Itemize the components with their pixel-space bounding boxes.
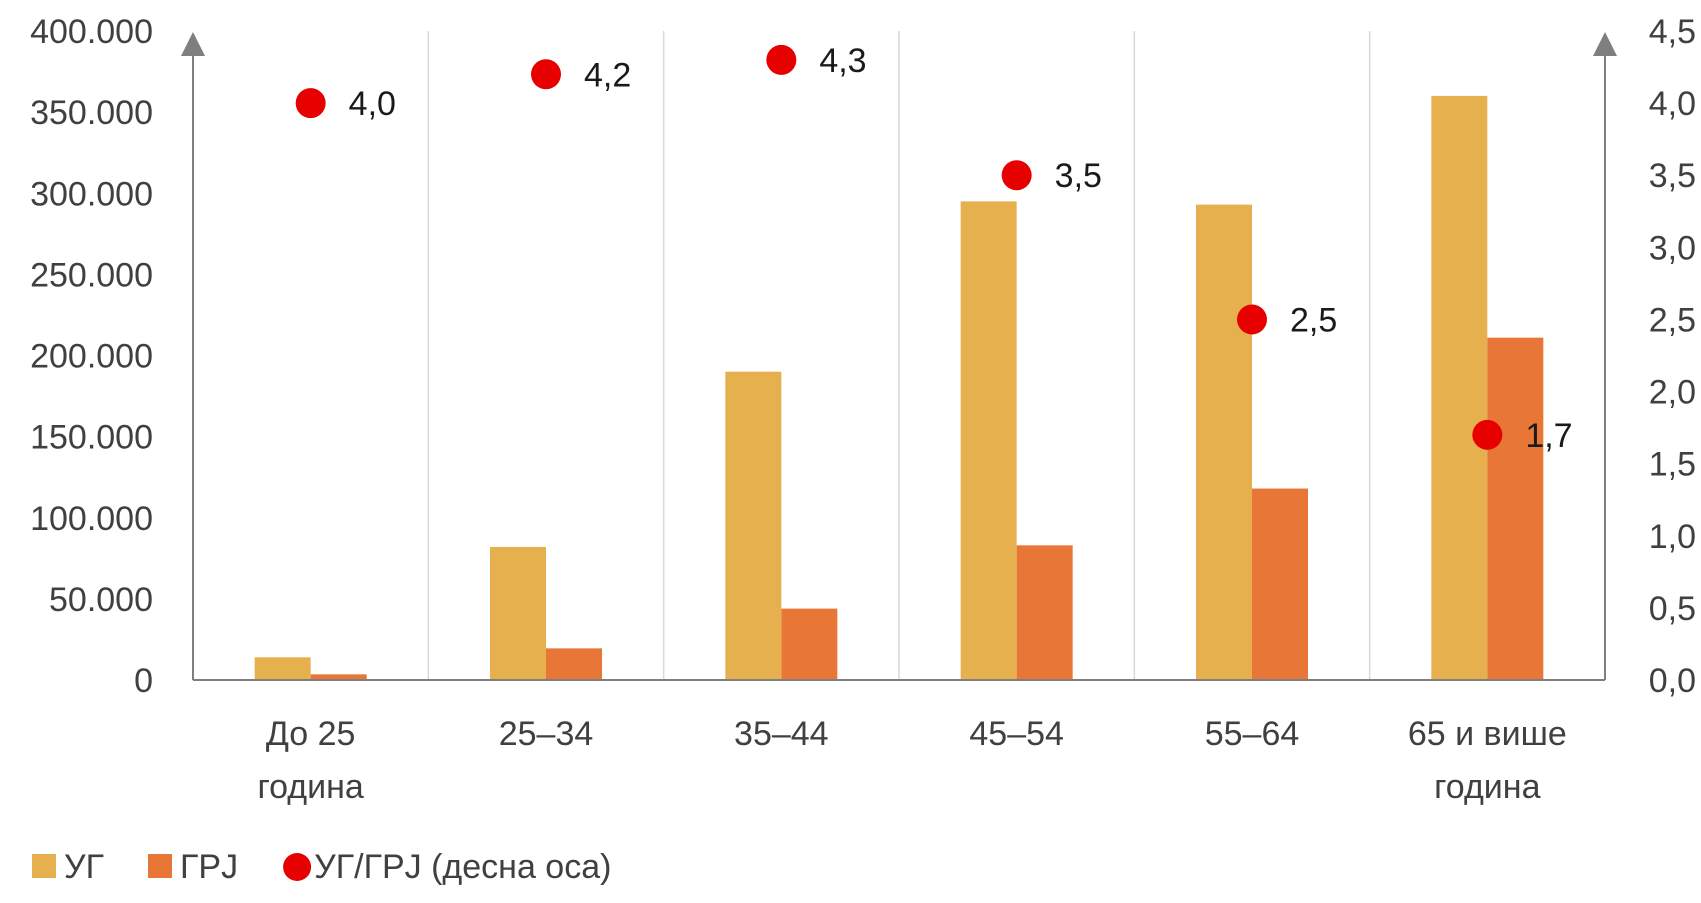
ratio-data-label: 1,7 [1525,417,1572,455]
ratio-point [1237,304,1267,335]
category-label: 35–44 [734,715,829,753]
ratio-data-label: 4,2 [584,56,631,94]
legend-label: УГ [64,848,104,886]
axes [181,32,1617,681]
category-label: година [1434,768,1540,806]
right-tick-label: 4,5 [1649,13,1696,51]
left-tick-label: 50.000 [49,581,153,619]
grid-lines [427,31,1371,680]
ratio-point [766,44,797,75]
ratio-data-label: 4,3 [819,42,866,80]
left-tick-label: 0 [134,662,153,700]
legend-label: УГ/ГРЈ (десна оса) [314,848,611,886]
legend: УГ ГРЈ УГ/ГРЈ (десна оса) [32,848,611,886]
category-label: 55–64 [1205,715,1300,753]
right-tick-label: 2,5 [1649,301,1696,339]
ratio-data-label: 2,5 [1290,301,1337,339]
ratio-data-label: 4,0 [349,85,396,123]
category-label: 45–54 [969,715,1064,753]
category-labels: До 25 година 25–34 35–44 45–54 55–64 65 и више… [257,715,1566,806]
left-tick-label: 200.000 [30,338,153,376]
legend-label: ГРЈ [180,848,238,886]
bar-ug [490,546,546,680]
bar-ug [725,371,782,680]
left-tick-label: 100.000 [30,500,153,538]
left-tick-label: 350.000 [30,94,153,132]
ratio-point [531,59,561,90]
right-tick-label: 1,5 [1649,446,1696,484]
ratio-point [1472,419,1503,450]
bar-grj [781,608,838,680]
left-tick-label: 150.000 [30,419,153,457]
right-tick-label: 0,0 [1649,662,1696,700]
category-label: 65 и више [1408,715,1567,753]
bar-grj [1487,337,1544,680]
left-tick-label: 300.000 [30,175,153,213]
right-tick-label: 2,0 [1649,374,1696,412]
category-label: година [257,768,363,806]
left-tick-label: 250.000 [30,256,153,294]
right-axis-ticks: 0,0 0,5 1,0 1,5 2,0 2,5 3,0 3,5 4,0 4,5 [1649,13,1696,700]
bar-ug [1431,95,1488,680]
left-axis-arrow [181,32,205,56]
bar-grj [1016,545,1073,680]
category-label: До 25 [266,715,356,753]
left-tick-label: 400.000 [30,13,153,51]
bars [254,95,1544,681]
right-tick-label: 3,0 [1649,229,1696,267]
right-axis-arrow [1593,32,1617,56]
bar-ug [960,201,1017,681]
bar-grj [1252,488,1308,680]
ratio-data-label: 3,5 [1055,157,1102,195]
bar-ug [254,657,311,680]
legend-swatch [32,854,56,878]
bar-ug [1196,204,1252,681]
ratio-points: 4,0 4,2 4,3 3,5 2,5 1,7 [295,42,1573,455]
right-tick-label: 3,5 [1649,157,1696,195]
category-label: 25–34 [499,715,594,753]
ratio-point [1001,160,1032,191]
right-tick-label: 4,0 [1649,85,1696,123]
right-tick-label: 1,0 [1649,518,1696,556]
bar-grj [310,674,367,680]
bar-grj [546,648,602,680]
legend-swatch [148,854,173,878]
ratio-point [295,88,326,119]
legend-marker [283,853,312,881]
right-tick-label: 0,5 [1649,590,1696,628]
left-axis-ticks: 0 50.000 100.000 150.000 200.000 250.000 300.0… [30,13,153,700]
